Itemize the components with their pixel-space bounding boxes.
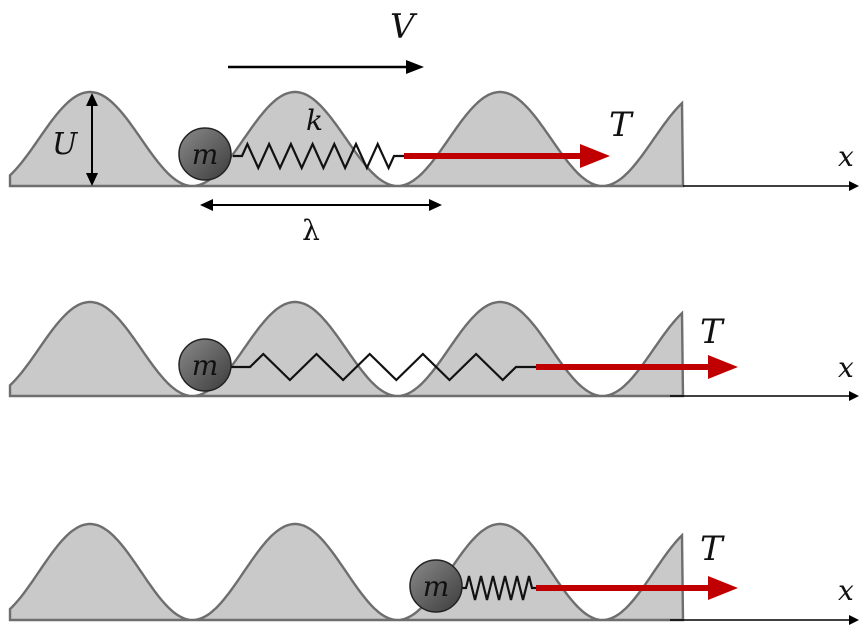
- x-axis-label: x: [838, 140, 854, 173]
- mass-label: m: [192, 349, 219, 382]
- potential-wave: [8, 522, 685, 622]
- tension-arrowhead: [708, 576, 738, 600]
- potential-wave: [8, 300, 685, 398]
- tension-label: T: [700, 312, 725, 352]
- wavelength-arrowhead-right: [429, 199, 442, 211]
- mass-ball: [178, 338, 232, 392]
- tension-arrowhead: [708, 355, 738, 379]
- stiffness-label: k: [306, 104, 323, 137]
- amplitude-arrowhead-top: [86, 93, 98, 106]
- amplitude-label: U: [52, 127, 79, 162]
- x-axis-label: x: [838, 351, 854, 384]
- tension-label: T: [700, 529, 725, 569]
- spring: [462, 575, 538, 601]
- x-axis-arrowhead: [849, 615, 859, 625]
- velocity-arrowhead: [406, 60, 424, 74]
- potential-wave: [8, 90, 685, 188]
- x-axis-arrowhead: [849, 181, 859, 191]
- mass-ball: [409, 559, 463, 613]
- spring: [233, 141, 404, 171]
- tension-arrowhead: [580, 144, 610, 168]
- tension-label: T: [609, 105, 634, 145]
- mass-ball: [178, 127, 232, 181]
- panel-3: x T m: [8, 522, 859, 625]
- x-axis-arrowhead: [849, 391, 859, 401]
- panel-1: x V U k T m λ: [8, 7, 859, 247]
- wavelength-arrowhead-left: [200, 199, 213, 211]
- mass-label: m: [423, 570, 450, 603]
- wavelength-label: λ: [302, 214, 320, 247]
- mass-label: m: [192, 138, 219, 171]
- x-axis-label: x: [838, 574, 854, 607]
- panel-2: x T m: [8, 300, 859, 401]
- amplitude-arrowhead-bottom: [86, 173, 98, 186]
- velocity-label: V: [390, 7, 418, 47]
- spring: [230, 352, 538, 382]
